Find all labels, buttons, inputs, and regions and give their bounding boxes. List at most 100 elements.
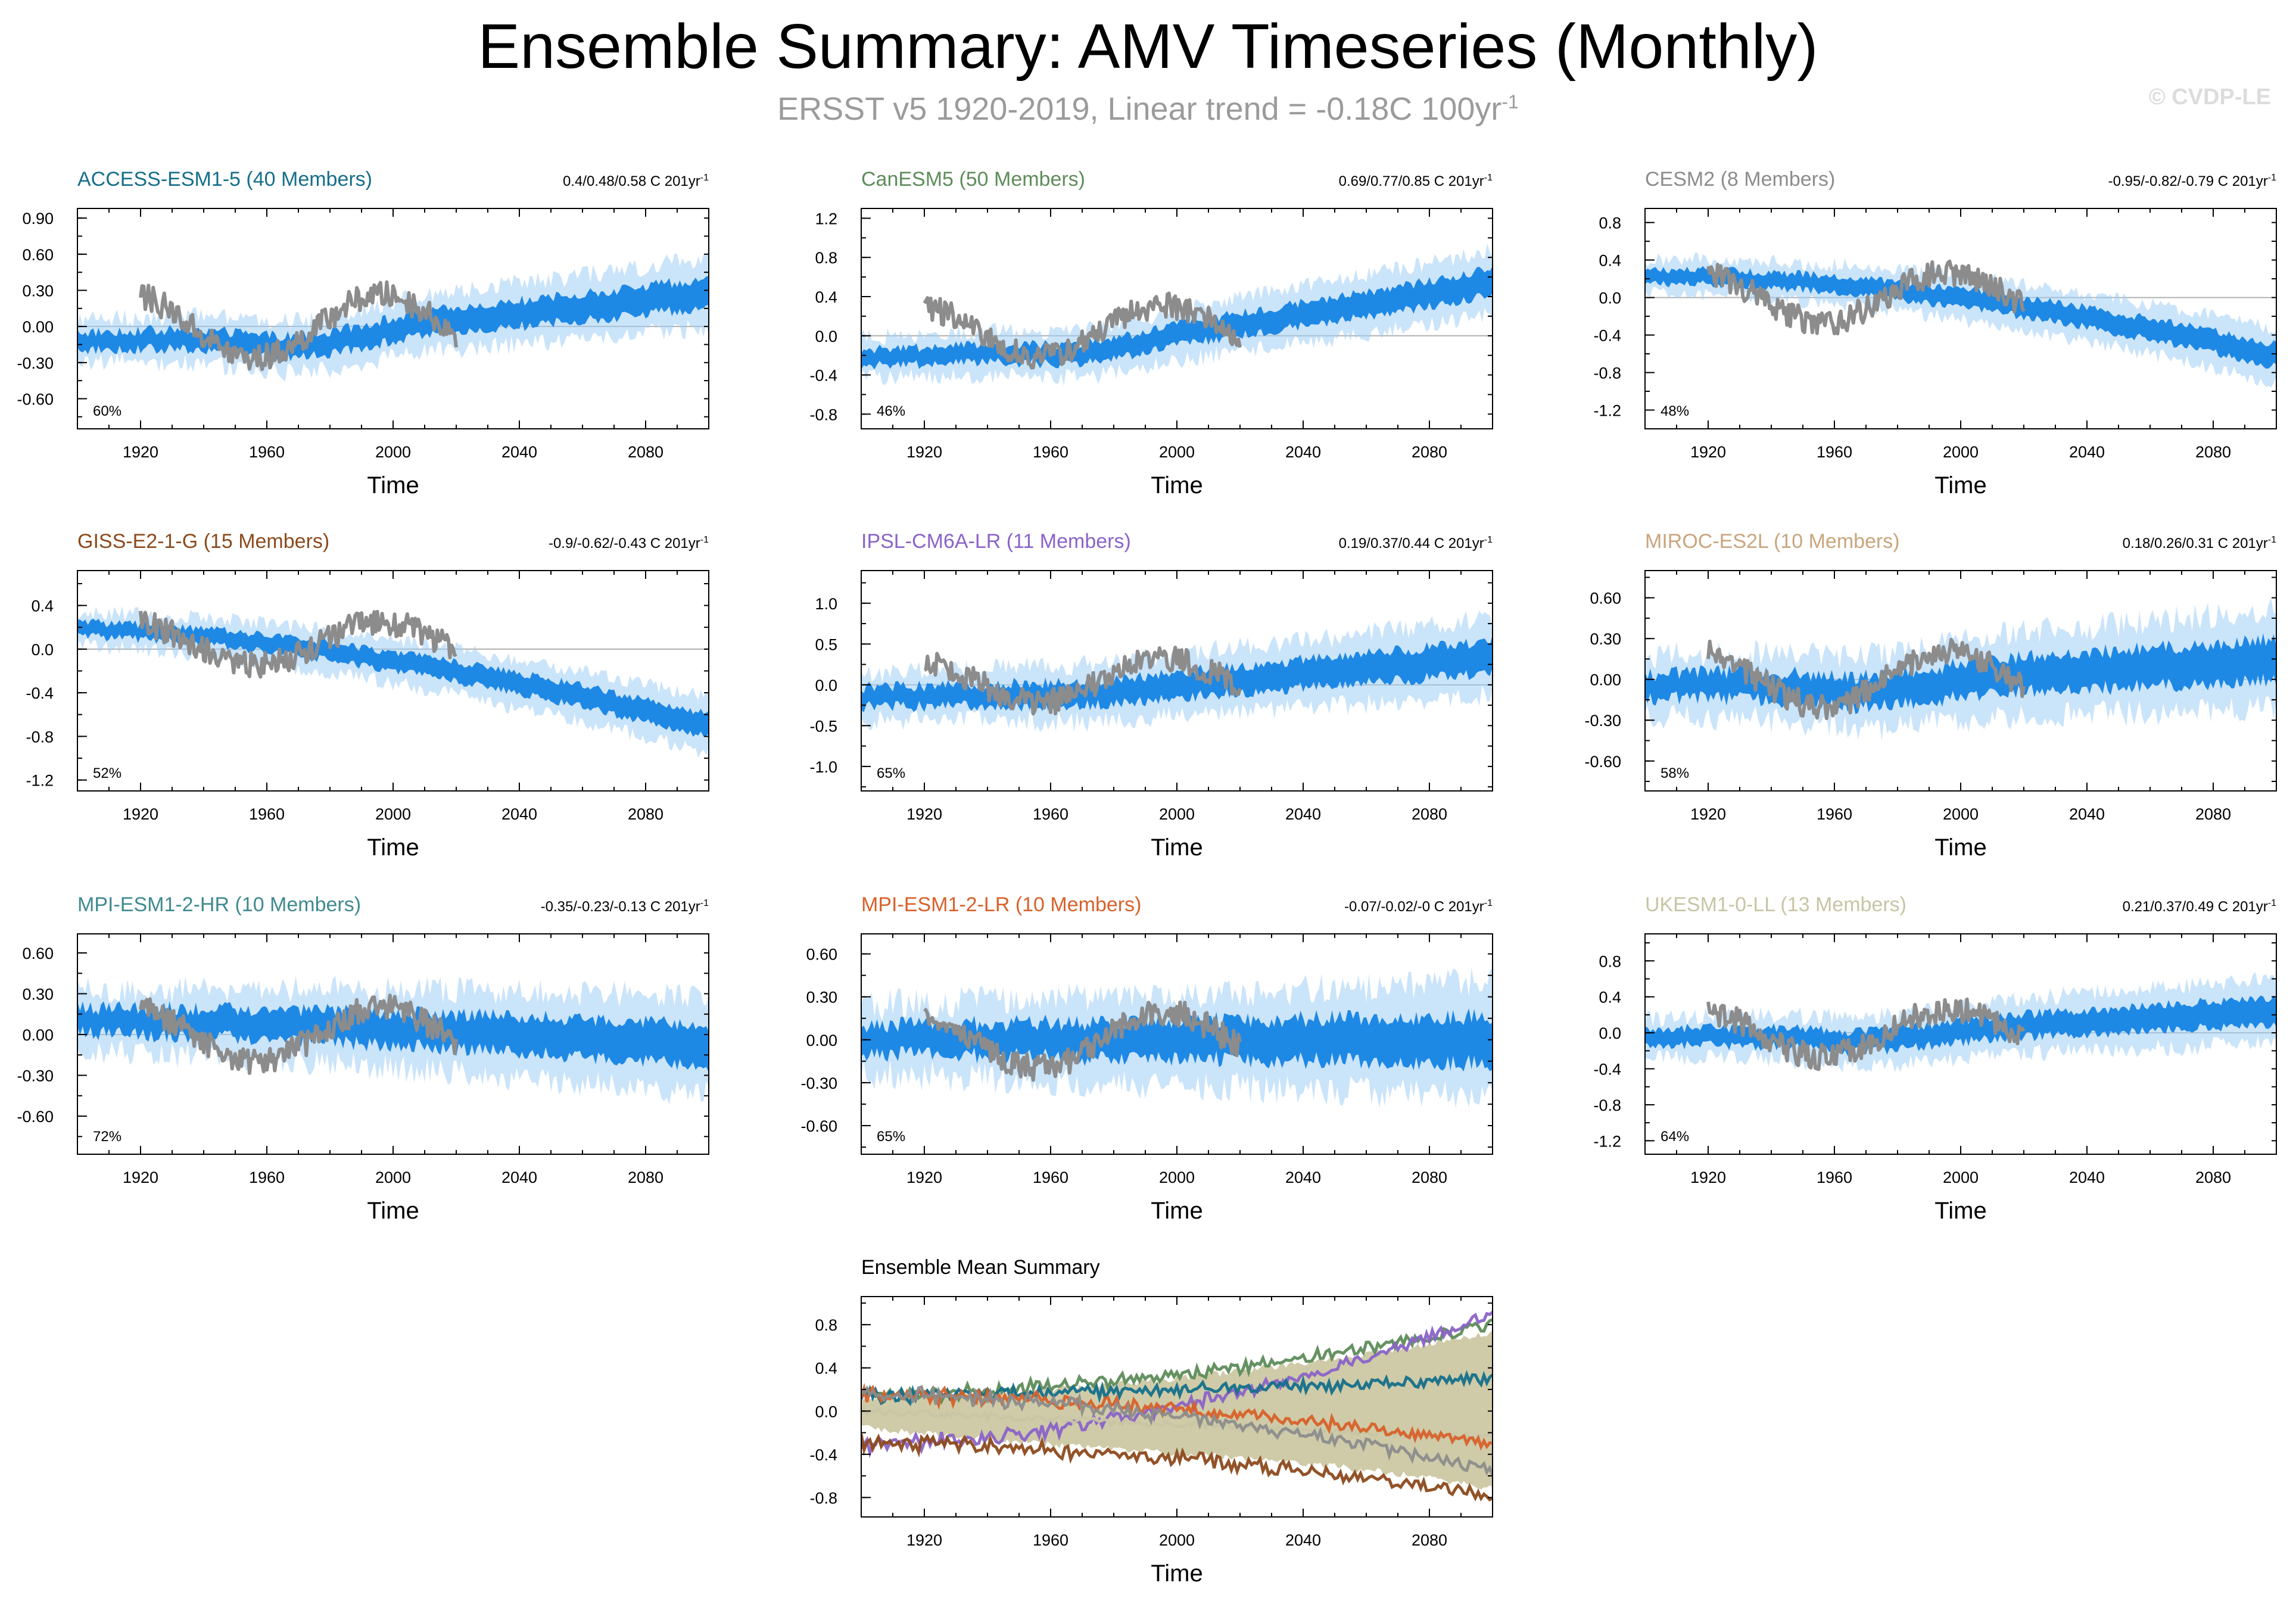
x-tick-label: 1920: [123, 805, 158, 823]
trend-exponent: -1: [700, 898, 709, 908]
y-tick-label: -0.60: [17, 390, 54, 408]
y-tick-label: 0.0: [1599, 1024, 1621, 1042]
x-tick-label: 1920: [1690, 443, 1726, 461]
percent-label: 46%: [877, 403, 905, 419]
observation-series: [1706, 997, 2026, 1071]
y-tick-label: 0.4: [815, 1360, 837, 1378]
panel-trend: 0.21/0.37/0.49 C 201yr-1: [2123, 898, 2277, 915]
x-tick-label: 1960: [249, 443, 285, 461]
x-tick-label: 2000: [1159, 1531, 1195, 1549]
trend-exponent: -1: [700, 173, 709, 183]
x-tick-label: 1960: [1033, 1531, 1068, 1549]
trend-text: -0.35/-0.23/-0.13 C 201yr: [541, 899, 700, 915]
x-tick-label: 2080: [1412, 805, 1447, 823]
x-tick-label: 1960: [249, 1169, 285, 1186]
ensemble-core: [77, 276, 709, 362]
plot-area: [77, 976, 709, 1105]
x-tick-label: 2000: [375, 805, 411, 823]
x-axis-label: Time: [1151, 472, 1202, 499]
x-axis-label: Time: [1151, 834, 1202, 861]
y-tick-label: 0.00: [806, 1032, 837, 1049]
panel-2: CanESM5 (50 Members) 0.69/0.77/0.85 C 201…: [809, 168, 1493, 499]
x-axis-label: Time: [1151, 1198, 1202, 1224]
y-tick-label: 0.8: [1599, 952, 1621, 970]
x-tick-label: 2080: [2195, 1169, 2231, 1186]
x-tick-label: 2040: [2069, 805, 2105, 823]
y-tick-label: -0.4: [1593, 1061, 1621, 1079]
y-tick-label: 0.4: [31, 597, 54, 615]
x-tick-label: 2080: [2195, 805, 2231, 823]
y-tick-label: 0.8: [815, 249, 837, 267]
x-tick-label: 2080: [1412, 443, 1447, 461]
x-axis-label: Time: [1934, 1198, 1986, 1224]
percent-label: 60%: [93, 403, 122, 419]
figure-title: Ensemble Summary: AMV Timeseries (Monthl…: [478, 11, 1818, 82]
x-tick-label: 2000: [1159, 1169, 1195, 1186]
y-tick-label: -0.8: [809, 406, 837, 423]
y-tick-label: 0.60: [22, 945, 54, 962]
y-tick-label: -0.4: [1593, 327, 1621, 345]
y-tick-label: -1.0: [809, 758, 837, 776]
trend-text: -0.9/-0.62/-0.43 C 201yr: [549, 535, 700, 552]
plot-area: [861, 610, 1493, 733]
y-tick-label: -0.60: [17, 1108, 54, 1126]
y-tick-label: -0.30: [17, 1067, 54, 1085]
panel-trend: -0.35/-0.23/-0.13 C 201yr-1: [541, 898, 709, 915]
y-tick-label: 0.30: [22, 282, 54, 300]
trend-exponent: -1: [1484, 898, 1493, 908]
x-tick-label: 1920: [906, 1531, 942, 1549]
plot-area: [861, 242, 1493, 386]
plot-area: [861, 967, 1493, 1108]
trend-text: 0.19/0.37/0.44 C 201yr: [1339, 535, 1484, 552]
panel-9: UKESM1-0-LL (13 Members) 0.21/0.37/0.49 C…: [1593, 893, 2277, 1224]
plot-area: [861, 1310, 1493, 1502]
plot-area: [1645, 598, 2276, 741]
x-tick-label: 2080: [1412, 1169, 1447, 1186]
subtitle-exponent: -1: [1501, 91, 1519, 113]
y-tick-label: -0.60: [800, 1117, 837, 1135]
y-tick-label: -1.2: [1593, 1132, 1621, 1150]
panel-title: CanESM5 (50 Members): [861, 168, 1085, 191]
x-tick-label: 1920: [906, 805, 942, 823]
x-tick-label: 1920: [1690, 1169, 1726, 1186]
panel-5: IPSL-CM6A-LR (11 Members) 0.19/0.37/0.44 …: [809, 530, 1493, 861]
x-tick-label: 1920: [1690, 805, 1726, 823]
y-tick-label: 0.0: [31, 641, 54, 659]
y-tick-label: 0.60: [806, 946, 837, 964]
x-tick-label: 1920: [906, 1169, 942, 1186]
panel-title: ACCESS-ESM1-5 (40 Members): [77, 168, 372, 191]
panel-trend: -0.95/-0.82/-0.79 C 201yr-1: [2108, 173, 2276, 189]
y-tick-label: 0.60: [1590, 590, 1621, 607]
y-tick-label: 0.0: [815, 677, 837, 694]
y-tick-label: 1.0: [815, 595, 837, 613]
x-axis-label: Time: [367, 1198, 419, 1224]
observation-series: [1706, 637, 2026, 721]
x-tick-label: 2040: [501, 805, 537, 823]
x-tick-label: 2040: [1285, 1531, 1321, 1549]
model-mean-series: [861, 1385, 1493, 1476]
x-tick-label: 2000: [1943, 805, 1979, 823]
model-mean-series: [861, 1433, 1493, 1502]
x-tick-label: 2080: [628, 1169, 663, 1186]
observation-series: [923, 291, 1242, 370]
x-tick-label: 2080: [2195, 443, 2231, 461]
ensemble-core: [77, 618, 709, 737]
panel-8: MPI-ESM1-2-LR (10 Members) -0.07/-0.02/-0…: [800, 893, 1493, 1224]
x-tick-label: 2000: [1159, 443, 1195, 461]
x-axis-label: Time: [1934, 472, 1986, 499]
trend-exponent: -1: [700, 535, 709, 545]
y-tick-label: -0.8: [1593, 1096, 1621, 1114]
observation-series: [139, 280, 458, 372]
figure-subtitle: ERSST v5 1920-2019, Linear trend = -0.18…: [0, 91, 2296, 127]
x-tick-label: 2000: [1159, 805, 1195, 823]
x-tick-label: 1960: [249, 805, 285, 823]
y-tick-label: 0.30: [1590, 630, 1621, 648]
percent-label: 72%: [93, 1129, 122, 1145]
x-tick-label: 2080: [628, 443, 663, 461]
y-tick-label: 0.4: [1599, 989, 1621, 1007]
trend-text: 0.69/0.77/0.85 C 201yr: [1339, 173, 1484, 189]
panel-title: MPI-ESM1-2-LR (10 Members): [861, 893, 1141, 916]
trend-exponent: -1: [1484, 535, 1493, 545]
ensemble-core: [1645, 266, 2276, 369]
x-tick-label: 2040: [1285, 1169, 1321, 1186]
